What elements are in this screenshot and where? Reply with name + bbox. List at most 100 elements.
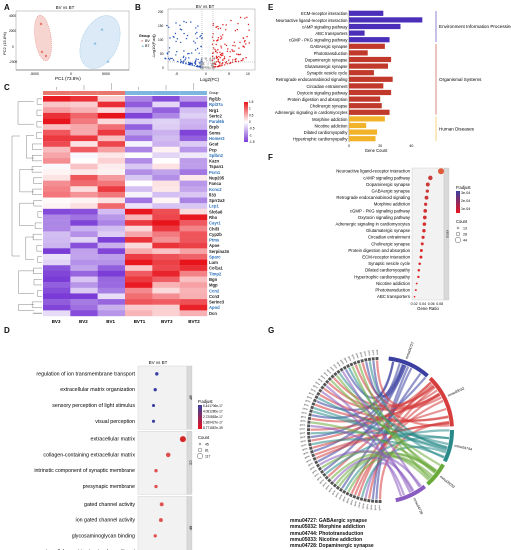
caption-0: mmu04727: GABAergic synapse <box>290 518 367 524</box>
pca-point <box>39 22 43 26</box>
volcano-point <box>240 59 242 62</box>
pca-xtick: 5000 <box>102 72 110 76</box>
volcano-point <box>229 55 231 58</box>
volcano-point <box>212 24 214 27</box>
kegg-bar-label: Morphine addiction <box>312 117 348 122</box>
heatmap-cell <box>97 203 126 210</box>
kegg-bar <box>349 76 393 82</box>
chord-link <box>323 385 435 410</box>
dendrogram-branch <box>34 222 42 229</box>
heatmap-gene-label: Nrg1 <box>209 108 219 113</box>
volcano-point-ns <box>209 57 212 59</box>
heatmap-cell <box>125 237 153 243</box>
volcano-point <box>215 50 217 52</box>
kegg-bar-label: Retrograde endocannabinoid signaling <box>276 77 348 82</box>
volcano-point <box>248 29 250 31</box>
heatmap-cell <box>152 180 180 187</box>
heatmap-cell <box>70 287 98 294</box>
heatmap-cell <box>152 146 180 153</box>
volcano-point-ns <box>199 61 201 63</box>
chord-pathway-id: mmu05033 <box>439 475 456 489</box>
volcano-point <box>211 52 214 54</box>
heatmap-cell <box>125 310 153 317</box>
volcano-point <box>179 24 181 26</box>
chord-gene-label: gene <box>300 424 306 427</box>
chord-gene-label: gene <box>371 350 375 356</box>
volcano-point-ns <box>203 66 205 69</box>
chord-link <box>347 455 432 493</box>
kegg-dot-xtick: 0.04 <box>419 302 426 306</box>
volcano-point <box>218 65 220 67</box>
pca-ytick: 4000 <box>9 14 16 18</box>
kegg-bar-xtick: 40 <box>409 144 413 148</box>
volcano-point <box>175 40 177 43</box>
heatmap-cell <box>152 248 180 255</box>
volcano-point <box>219 51 221 53</box>
heatmap-cell <box>97 163 126 170</box>
heatmap-gene-label: Sparc <box>209 254 221 259</box>
chord-gene-label: gene <box>370 504 373 510</box>
panel-c-label: C <box>4 83 10 92</box>
chord-link <box>313 364 407 453</box>
heatmap-gene-label: Brpb <box>209 125 219 130</box>
kegg-dot-label: Neuroactive ligand-receptor interaction <box>336 169 410 174</box>
volcano-point <box>199 36 201 38</box>
chord-gene-label: gene <box>306 395 313 400</box>
heatmap-cell <box>97 112 126 119</box>
volcano-point-ns <box>209 59 211 61</box>
volcano-point <box>187 53 189 55</box>
heatmap-cell <box>97 225 126 232</box>
chord-gene-segment <box>356 496 360 500</box>
chord-link <box>354 364 450 427</box>
heatmap-cell <box>70 163 98 170</box>
volcano-point <box>188 62 190 65</box>
chord-gene-segment <box>318 388 323 393</box>
heatmap-cell <box>125 158 153 164</box>
caption-2: mmu04744: Phototransduction <box>290 530 364 537</box>
heatmap-cell <box>125 242 153 249</box>
chord-gene-label: gene <box>349 499 354 506</box>
chord-gene-segment <box>311 402 316 406</box>
heatmap-cell <box>43 112 71 119</box>
volcano-point <box>232 50 234 52</box>
chord-gene-label: gene <box>332 364 338 371</box>
go-count-key <box>196 453 203 460</box>
go-dot <box>153 388 157 392</box>
volcano-point <box>197 25 199 27</box>
heatmap-cell <box>43 253 71 260</box>
caption-1: mmu05032: Morphine addiction <box>290 524 366 531</box>
chord-gene-label: gene <box>335 491 341 498</box>
chord-gene-segment <box>307 420 311 424</box>
go-term-label: intrinstic component of synaptic membran… <box>34 468 135 474</box>
heatmap-sample-label: BVT3 <box>161 319 173 324</box>
volcano-point <box>168 47 171 49</box>
heatmap-cell <box>70 186 98 193</box>
kegg-dot-label: Dilated cardiomyopathy <box>365 268 411 273</box>
heatmap-gene-label: Tspan1 <box>209 164 224 169</box>
volcano-point-ns <box>207 63 209 65</box>
heatmap-cell <box>43 208 71 215</box>
volcano-point-ns <box>200 59 202 62</box>
volcano-point <box>175 22 177 24</box>
chord-gene-segment <box>327 478 332 483</box>
heatmap-cell <box>125 146 153 153</box>
volcano-point-ns <box>206 67 208 69</box>
chord-gene-segment <box>378 499 382 503</box>
dendrogram-branch <box>32 301 42 308</box>
heatmap-cell <box>152 265 180 272</box>
volcano-point-ns <box>211 63 214 66</box>
volcano-point <box>222 59 224 61</box>
volcano-point-ns <box>201 62 203 65</box>
chord-gene-label: gene <box>314 472 321 478</box>
volcano-point <box>237 23 239 25</box>
chord-link <box>325 385 412 494</box>
chord-gene-label: gene <box>300 428 306 431</box>
heatmap-cell <box>152 220 180 226</box>
volcano-point-ns <box>210 62 212 65</box>
heatmap-gene-label: Splbn2 <box>209 153 224 158</box>
kegg-dot <box>422 215 427 220</box>
volcano-point <box>182 61 184 64</box>
dendrogram-branch <box>25 236 34 260</box>
volcano-point-ns <box>201 65 204 68</box>
heatmap-cell <box>179 220 208 226</box>
